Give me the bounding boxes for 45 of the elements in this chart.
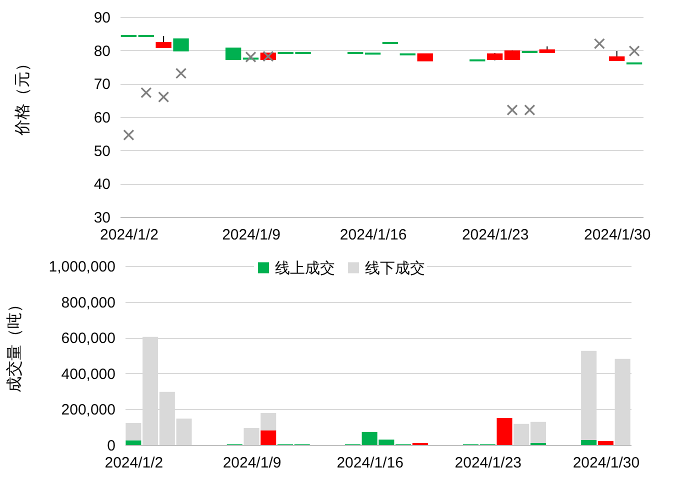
y-tick-label: 1,000,000 [48, 258, 116, 276]
point [506, 104, 518, 116]
bar [496, 418, 512, 445]
point [245, 51, 256, 63]
x-tick-label: 2024/1/23 [462, 226, 529, 244]
candlestick [173, 38, 189, 52]
y-tick-label: 400,000 [61, 366, 116, 383]
legend-label: 线上成交 [275, 260, 336, 277]
y-tick-label: 40 [94, 176, 110, 194]
y-tick-label: 200,000 [61, 402, 116, 419]
point [175, 68, 187, 79]
y-axis-title: 价格（元） [14, 56, 32, 136]
point [140, 87, 152, 98]
bar [598, 441, 614, 445]
y-axis-title: 成交量（吨） [6, 296, 24, 392]
x-tick-label: 2024/1/9 [222, 454, 282, 472]
x-tick-label: 2024/1/30 [572, 454, 640, 472]
bar [126, 440, 142, 445]
x-tick-label: 2024/1/9 [222, 226, 280, 244]
y-tick-label: 30 [94, 210, 110, 226]
x-tick-label: 2024/1/23 [454, 454, 522, 472]
x-tick-label: 2024/1/16 [336, 454, 404, 472]
y-tick-label: 90 [94, 10, 110, 26]
x-tick-label: 2024/1/16 [340, 226, 407, 244]
bar [260, 430, 276, 445]
point [524, 104, 536, 116]
y-tick-label: 50 [94, 142, 110, 160]
candlestick [156, 36, 172, 48]
candlestick [225, 48, 242, 60]
point [158, 91, 170, 103]
y-tick-label: 80 [94, 42, 110, 60]
y-tick-label: 60 [94, 110, 110, 126]
x-tick-label: 2024/1/2 [104, 454, 164, 472]
y-tick-label: 0 [107, 438, 116, 454]
point [594, 38, 606, 50]
y-tick-label: 800,000 [61, 294, 116, 312]
bar [581, 440, 597, 445]
x-tick-label: 2024/1/2 [100, 226, 158, 244]
point [628, 45, 640, 57]
y-tick-label: 70 [94, 76, 110, 94]
point [262, 50, 274, 62]
x-tick-label: 2024/1/30 [584, 226, 651, 244]
legend-label: 线下成交 [365, 260, 426, 277]
point [123, 129, 134, 141]
y-tick-label: 600,000 [61, 330, 116, 348]
